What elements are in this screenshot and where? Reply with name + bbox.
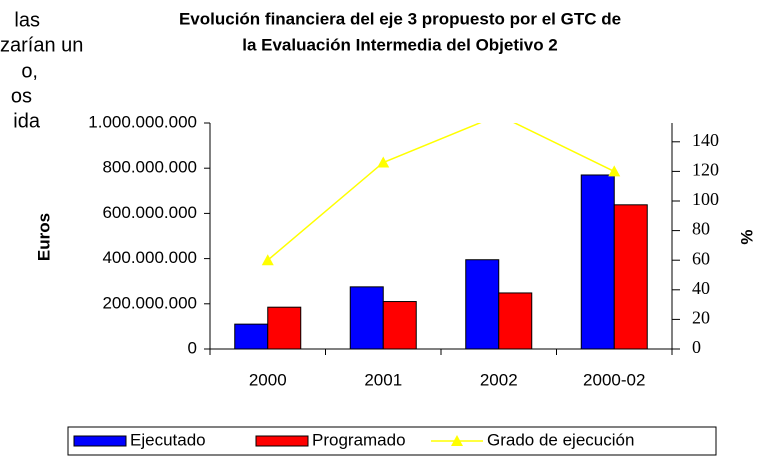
y2-tick-label: 80 (692, 219, 710, 239)
fragment-text: ida (13, 110, 41, 132)
legend-swatch (73, 435, 127, 447)
legend-box (67, 426, 717, 456)
y2-tick-label: 140 (692, 130, 719, 150)
fragment-text: las (14, 9, 40, 31)
y2-axis-label: % (737, 229, 756, 244)
chart-title: Evolución financiera del eje 3 propuesto… (179, 9, 621, 28)
y-axis-label: Euros (34, 213, 53, 261)
y2-tick-label: 0 (692, 337, 701, 357)
y-tick-label: 200.000.000 (102, 293, 197, 312)
bar (234, 323, 269, 350)
y2-tick-label: 40 (692, 278, 710, 298)
y-tick-label: 800.000.000 (102, 158, 197, 177)
fragment-text: zarían un (0, 34, 83, 56)
legend-swatch (255, 435, 309, 447)
y-tick-label: 0 (188, 338, 197, 357)
bar (498, 292, 533, 350)
y-tick-label: 600.000.000 (102, 203, 197, 222)
legend-swatch (451, 435, 463, 446)
bar (267, 306, 302, 350)
bar (465, 259, 500, 350)
fragment-text: os (11, 85, 32, 107)
bar (382, 301, 417, 350)
marker (608, 165, 621, 177)
bar (613, 204, 648, 350)
legend-label: Programado (312, 430, 406, 449)
marker (493, 109, 505, 120)
x-tick-label: 2000-02 (583, 370, 645, 389)
y2-tick-label: 120 (692, 160, 719, 180)
chart-title: la Evaluación Intermedia del Objetivo 2 (242, 35, 558, 54)
marker (377, 156, 390, 168)
y2-tick-label: 100 (692, 189, 719, 209)
bar (349, 286, 384, 350)
bar (580, 174, 615, 350)
x-tick-label: 2002 (480, 370, 518, 389)
y-tick-label: 400.000.000 (102, 248, 197, 267)
x-tick-label: 2001 (364, 370, 402, 389)
y-tick-label: 1.000.000.000 (88, 112, 197, 131)
marker (261, 254, 274, 266)
y2-tick-label: 20 (692, 308, 710, 328)
legend-label: Grado de ejecución (487, 430, 634, 449)
line (267, 123, 615, 261)
x-tick-label: 2000 (249, 370, 287, 389)
fragment-text: o, (21, 60, 38, 82)
y2-tick-label: 60 (692, 248, 710, 268)
legend-label: Ejecutado (130, 430, 206, 449)
